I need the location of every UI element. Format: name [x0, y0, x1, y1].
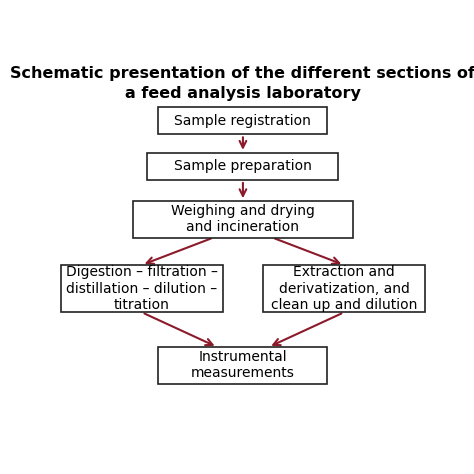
Text: Instrumental
measurements: Instrumental measurements [191, 350, 295, 381]
FancyBboxPatch shape [147, 153, 338, 180]
Text: Weighing and drying
and incineration: Weighing and drying and incineration [171, 204, 315, 235]
Text: Extraction and
derivatization, and
clean up and dilution: Extraction and derivatization, and clean… [271, 265, 417, 312]
FancyBboxPatch shape [158, 347, 328, 383]
FancyBboxPatch shape [61, 265, 223, 312]
Text: Digestion – filtration –
distillation – dilution –
titration: Digestion – filtration – distillation – … [66, 265, 218, 312]
Text: Sample registration: Sample registration [174, 114, 311, 128]
Text: Sample preparation: Sample preparation [174, 159, 312, 173]
FancyBboxPatch shape [158, 107, 328, 135]
FancyBboxPatch shape [263, 265, 425, 312]
Text: Schematic presentation of the different sections of
a feed analysis laboratory: Schematic presentation of the different … [10, 66, 474, 101]
FancyBboxPatch shape [133, 201, 353, 237]
